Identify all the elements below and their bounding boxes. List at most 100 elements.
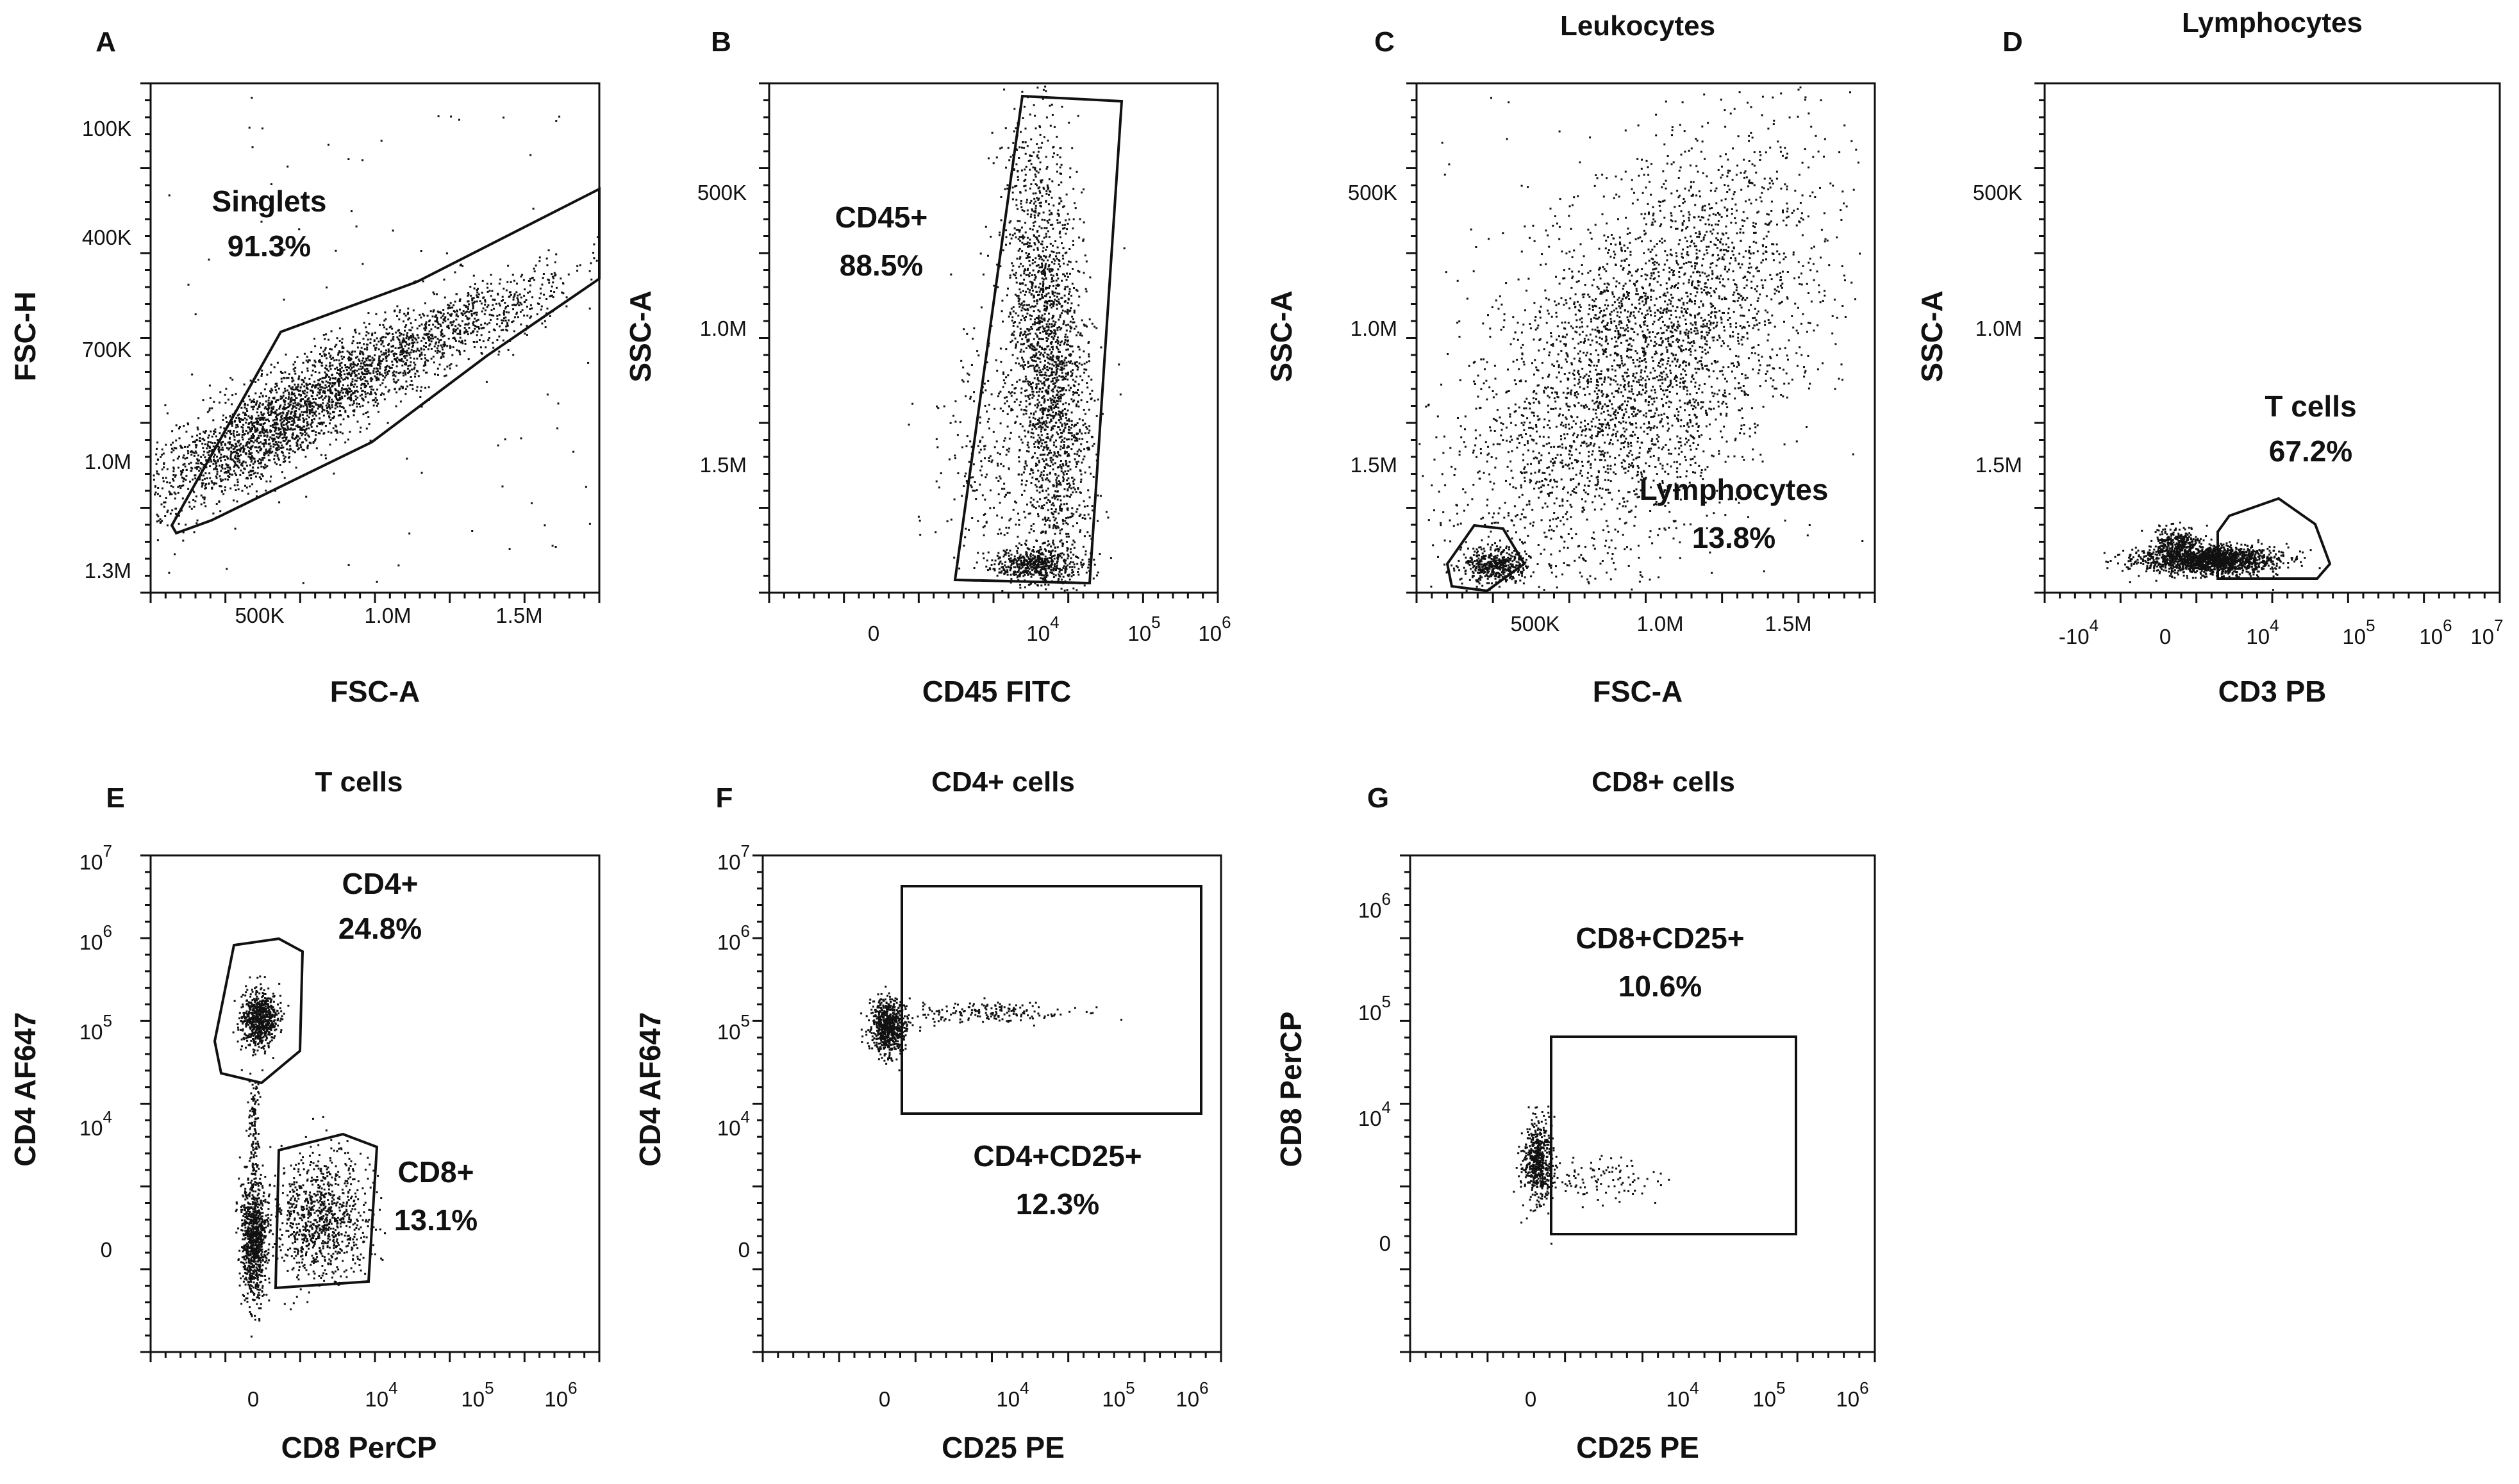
event-dot bbox=[207, 436, 210, 439]
event-dot bbox=[318, 360, 320, 363]
event-dot bbox=[392, 338, 394, 340]
event-dot bbox=[235, 443, 237, 445]
event-dot bbox=[519, 301, 522, 304]
event-dot bbox=[1052, 315, 1055, 317]
event-dot bbox=[1037, 199, 1040, 201]
event-dot bbox=[342, 350, 344, 353]
event-dot bbox=[1083, 535, 1086, 538]
event-dot bbox=[454, 325, 457, 327]
event-dot bbox=[304, 438, 306, 440]
event-dot bbox=[307, 400, 310, 403]
event-dot bbox=[315, 384, 317, 386]
event-dot bbox=[461, 265, 464, 267]
event-dot bbox=[220, 459, 222, 462]
event-dot bbox=[1087, 489, 1090, 491]
event-dot bbox=[1088, 558, 1090, 561]
event-dot bbox=[1043, 398, 1046, 400]
event-dot bbox=[294, 370, 296, 372]
event-dot bbox=[481, 279, 484, 282]
event-dot bbox=[206, 443, 209, 445]
event-dot bbox=[453, 320, 455, 322]
event-dot bbox=[399, 334, 401, 337]
event-dot bbox=[1033, 217, 1036, 219]
event-dot bbox=[1027, 446, 1030, 449]
event-dot bbox=[317, 405, 320, 408]
event-dot bbox=[256, 440, 258, 443]
event-dot bbox=[1054, 532, 1056, 535]
event-dot bbox=[1051, 374, 1054, 376]
event-dot bbox=[366, 349, 369, 351]
event-dot bbox=[1053, 386, 1056, 389]
event-dot bbox=[1037, 441, 1040, 443]
event-dot bbox=[1079, 531, 1081, 533]
event-dot bbox=[1064, 424, 1067, 427]
event-dot bbox=[482, 307, 485, 309]
event-dot bbox=[376, 379, 378, 382]
event-dot bbox=[1050, 405, 1052, 408]
event-dot bbox=[183, 454, 185, 457]
event-dot bbox=[319, 353, 321, 356]
event-dot bbox=[215, 465, 218, 467]
event-dot bbox=[1061, 355, 1063, 358]
event-dot bbox=[339, 369, 341, 372]
event-dot bbox=[369, 359, 371, 362]
event-dot bbox=[322, 402, 324, 404]
event-dot bbox=[194, 466, 197, 469]
event-dot bbox=[390, 340, 392, 342]
event-dot bbox=[1058, 318, 1060, 321]
event-dot bbox=[174, 553, 176, 556]
event-dot bbox=[254, 446, 256, 449]
event-dot bbox=[1067, 553, 1069, 556]
event-dot bbox=[178, 437, 181, 440]
event-dot bbox=[253, 436, 254, 439]
event-dot bbox=[349, 353, 351, 356]
event-dot bbox=[263, 422, 266, 424]
event-dot bbox=[515, 304, 517, 306]
event-dot bbox=[1014, 422, 1017, 424]
event-dot bbox=[1065, 463, 1067, 466]
event-dot bbox=[395, 365, 398, 368]
event-dot bbox=[402, 386, 404, 388]
event-dot bbox=[452, 337, 454, 340]
event-dot bbox=[385, 349, 387, 352]
event-dot bbox=[1017, 536, 1019, 538]
event-dot bbox=[1037, 318, 1040, 320]
event-dot bbox=[294, 415, 297, 417]
event-dot bbox=[280, 447, 283, 449]
event-dot bbox=[262, 418, 265, 421]
event-dot bbox=[1046, 368, 1049, 371]
event-dot bbox=[1051, 156, 1054, 158]
gate-singlets[interactable] bbox=[170, 186, 601, 535]
event-dot bbox=[341, 397, 344, 400]
event-dot bbox=[436, 327, 439, 329]
event-dot bbox=[1078, 438, 1081, 440]
event-dot bbox=[313, 418, 316, 420]
event-dot bbox=[333, 411, 335, 413]
event-dot bbox=[472, 330, 475, 333]
event-dot bbox=[1047, 345, 1050, 347]
event-dot bbox=[487, 339, 490, 342]
event-dot bbox=[376, 388, 379, 391]
event-dot bbox=[248, 426, 251, 429]
event-dot bbox=[1057, 283, 1059, 286]
event-dot bbox=[1067, 222, 1069, 225]
event-dot bbox=[1031, 386, 1033, 389]
event-dot bbox=[294, 428, 296, 431]
event-dot bbox=[1047, 386, 1050, 388]
event-dot bbox=[1043, 399, 1046, 402]
event-dot bbox=[1093, 443, 1095, 445]
event-dot bbox=[168, 490, 170, 493]
event-dot bbox=[1033, 179, 1035, 181]
event-dot bbox=[359, 350, 362, 352]
event-dot bbox=[456, 309, 458, 312]
event-dot bbox=[1059, 328, 1061, 331]
event-dot bbox=[200, 494, 203, 497]
event-dot bbox=[1042, 354, 1045, 356]
event-dot bbox=[365, 370, 368, 373]
event-dot bbox=[467, 306, 469, 308]
event-dot bbox=[212, 419, 215, 422]
event-dot bbox=[1048, 406, 1051, 408]
event-dot bbox=[192, 478, 194, 481]
event-dot bbox=[1018, 236, 1021, 238]
event-dot bbox=[428, 344, 431, 347]
